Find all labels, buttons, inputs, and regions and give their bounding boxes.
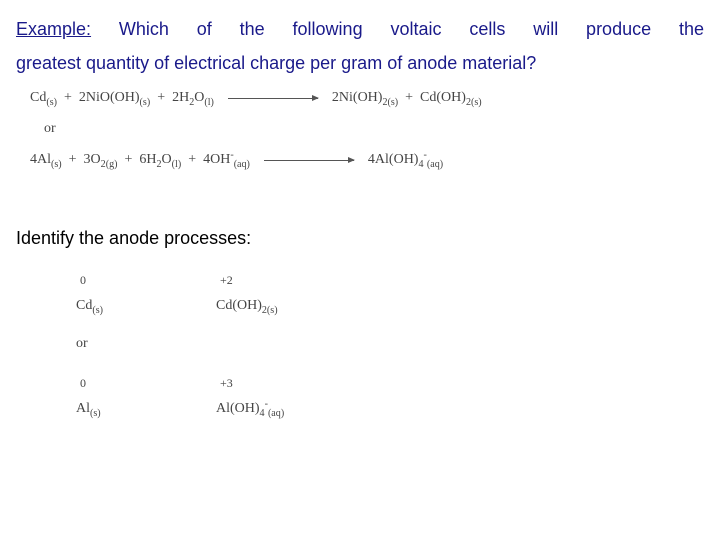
arrow-icon (264, 160, 354, 161)
eq1-product-2: Cd(OH)2(s) (420, 90, 482, 107)
eq1-reactant-2: 2NiO(OH)(s) (79, 90, 150, 107)
eq2-reactant-4: 4OH-(aq) (203, 152, 250, 169)
plus-icon: + (124, 152, 132, 169)
plus-icon: + (69, 152, 77, 169)
eq2-reactant-3: 6H2O(l) (139, 152, 181, 169)
eq1-product-1: 2Ni(OH)2(s) (332, 90, 398, 107)
equation-2: 4Al(s) + 3O2(g) + 6H2O(l) + 4OH-(aq) 4Al… (30, 152, 704, 169)
ox-species-aloh4: Al(OH)4-(aq) (216, 396, 376, 423)
plus-icon: + (157, 90, 165, 107)
title-line-2: greatest quantity of electrical charge p… (16, 46, 704, 80)
oxidation-row-2: 0 Al(s) +3 Al(OH)4-(aq) (76, 372, 704, 422)
equation-1: Cd(s) + 2NiO(OH)(s) + 2H2O(l) 2Ni(OH)2(s… (30, 90, 704, 107)
or-label-2: or (76, 331, 704, 358)
ox-state-cd-0: 0 (76, 269, 216, 292)
ox-species-cd: Cd(s) (76, 293, 216, 320)
eq1-reactant-1: Cd(s) (30, 90, 57, 107)
plus-icon: + (188, 152, 196, 169)
example-label: Example: (16, 19, 91, 39)
ox-species-cdoh2: Cd(OH)2(s) (216, 293, 376, 320)
oxidation-block: 0 Cd(s) +2 Cd(OH)2(s) or 0 Al(s) +3 Al(O… (16, 269, 704, 422)
title-line-1: Example: Which of the following voltaic … (16, 12, 704, 46)
ox-species-al: Al(s) (76, 396, 216, 423)
title-rest-1: Which of the following voltaic cells wil… (91, 19, 704, 39)
eq2-reactant-1: 4Al(s) (30, 152, 62, 169)
eq1-reactant-3: 2H2O(l) (172, 90, 214, 107)
equation-block: Cd(s) + 2NiO(OH)(s) + 2H2O(l) 2Ni(OH)2(s… (16, 90, 704, 168)
ox-state-cd-2: +2 (216, 269, 376, 292)
ox-state-al-3: +3 (216, 372, 376, 395)
or-label-1: or (30, 121, 704, 138)
arrow-icon (228, 98, 318, 99)
eq2-product-1: 4Al(OH)4-(aq) (368, 152, 443, 169)
plus-icon: + (405, 90, 413, 107)
oxidation-row-1: 0 Cd(s) +2 Cd(OH)2(s) (76, 269, 704, 319)
eq2-reactant-2: 3O2(g) (84, 152, 118, 169)
ox-state-al-0: 0 (76, 372, 216, 395)
plus-icon: + (64, 90, 72, 107)
subheading: Identify the anode processes: (16, 221, 704, 255)
